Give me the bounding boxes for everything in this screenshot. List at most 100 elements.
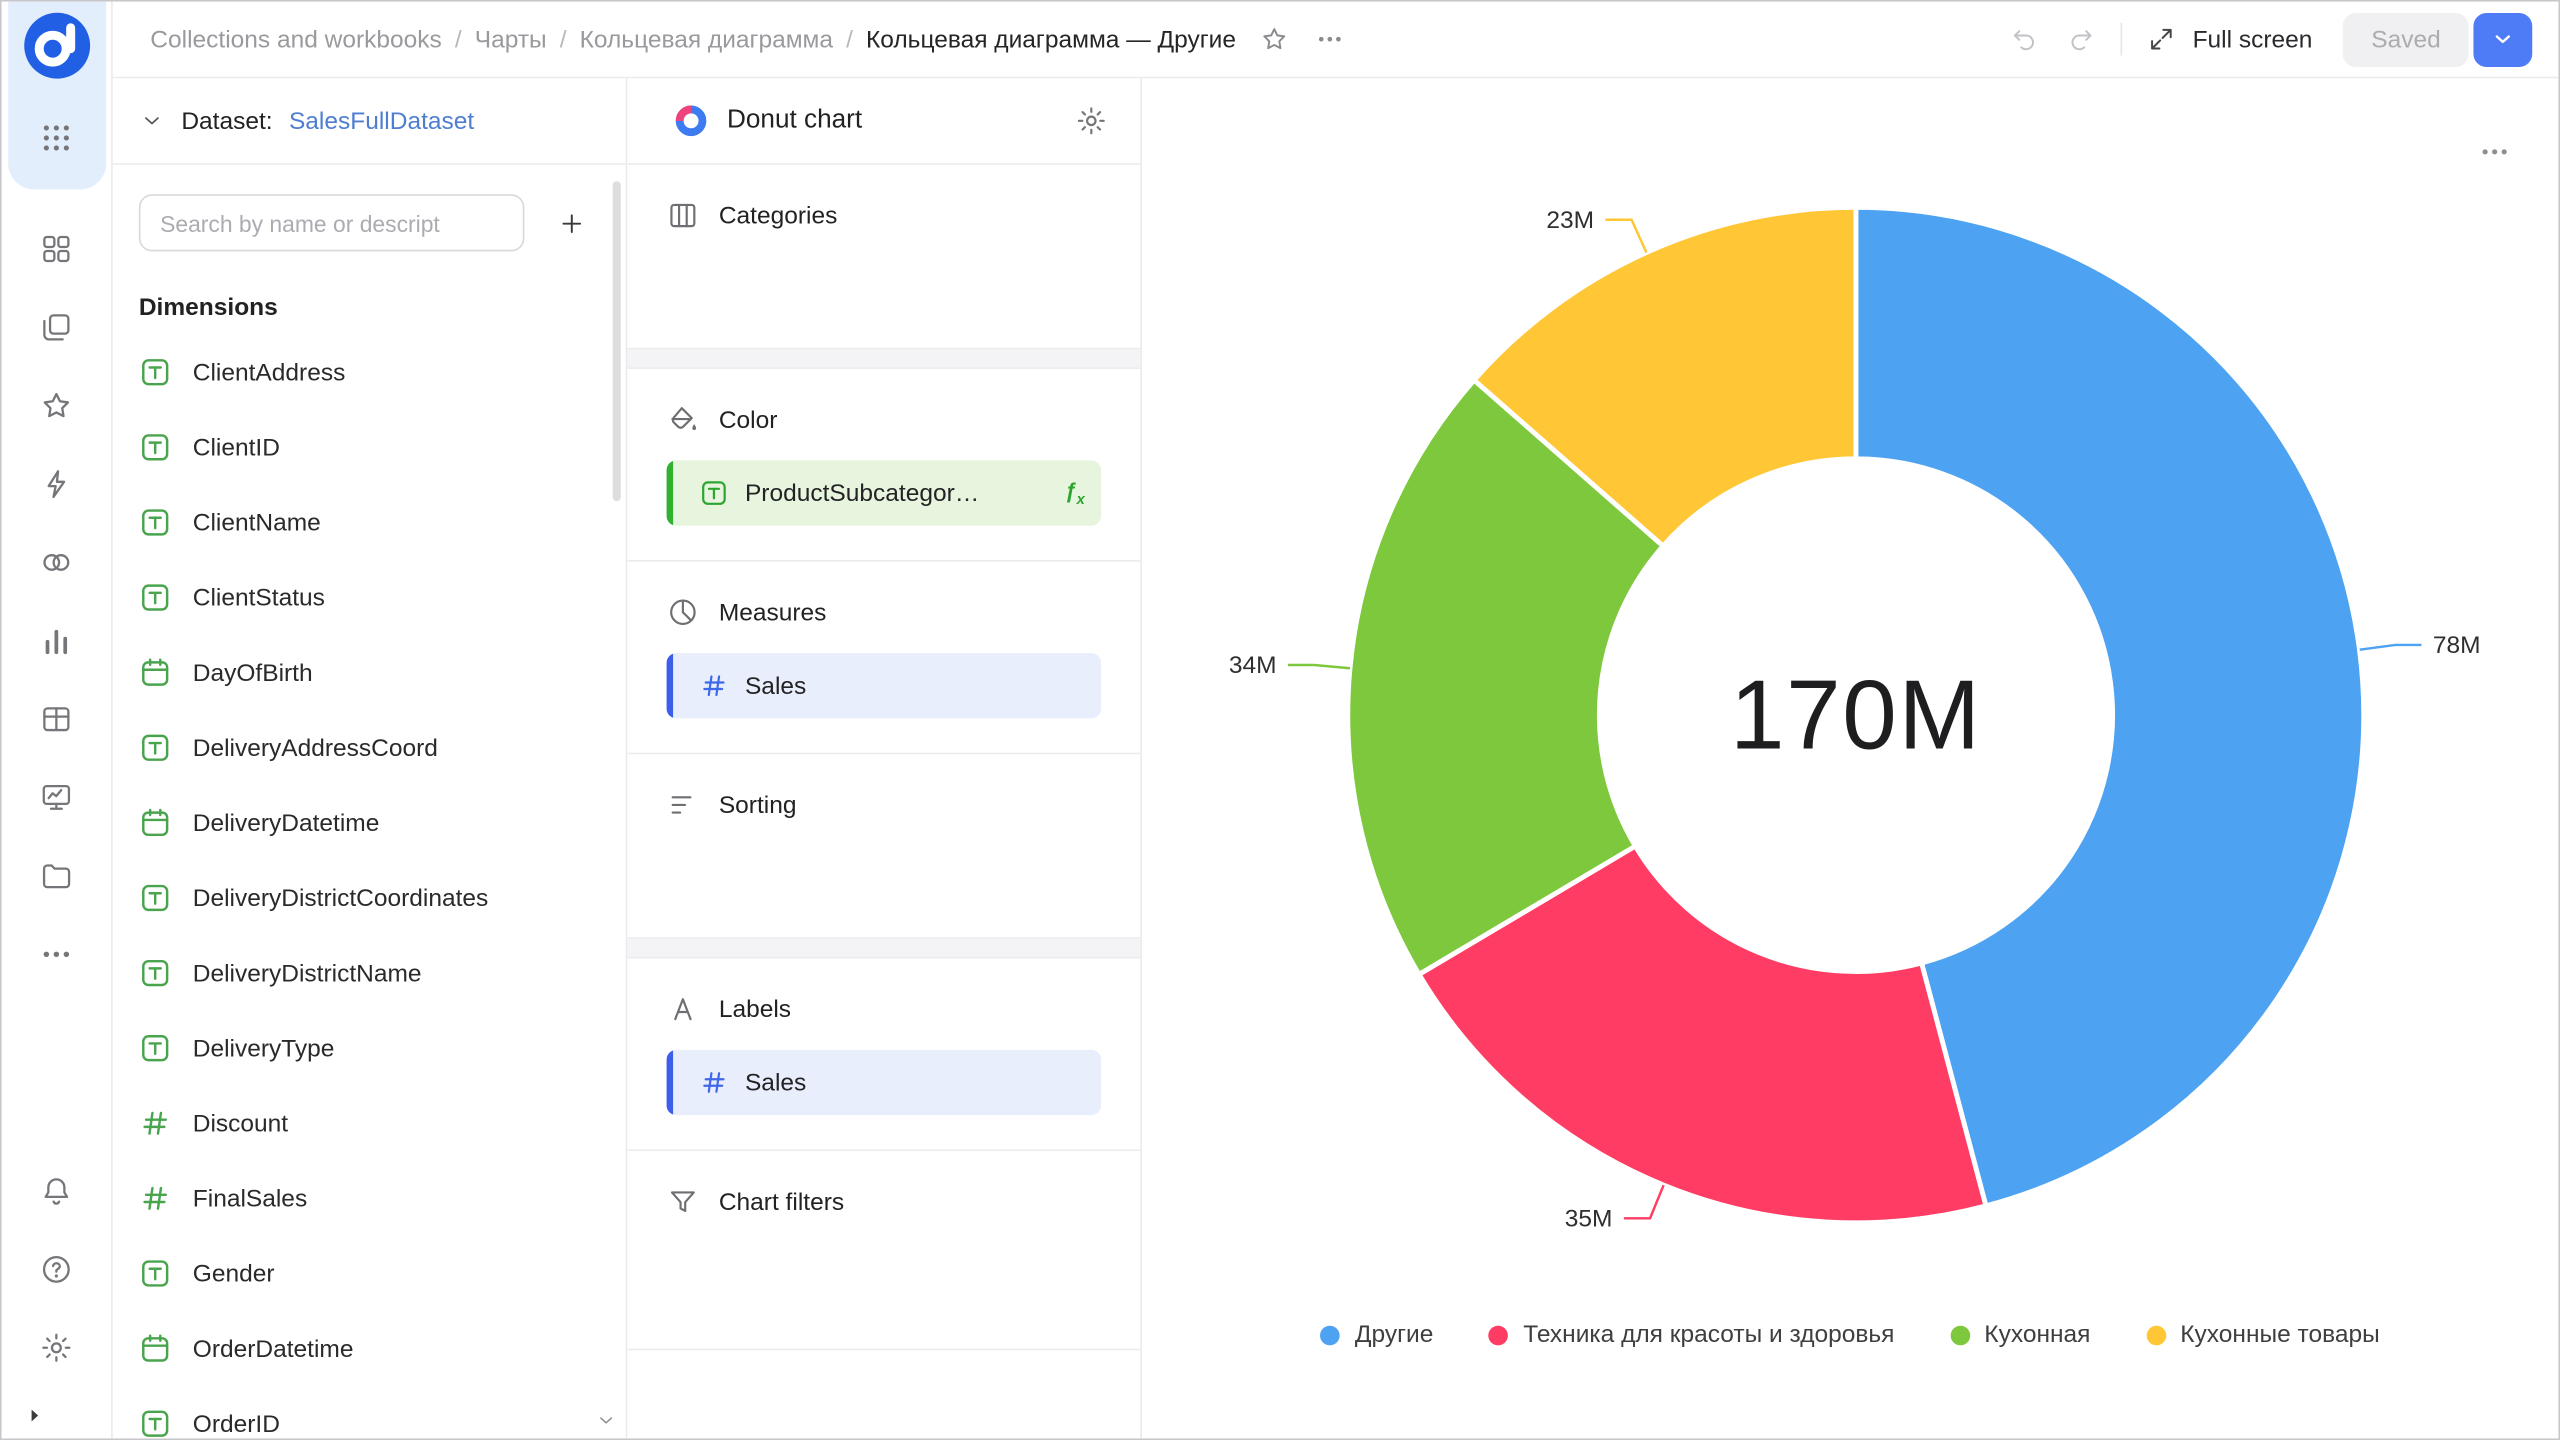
chart-area: 78M 35M 34M 23M 170M Другие Техника для крас… [1141, 78, 2559, 1439]
rail-connections-button[interactable] [20, 526, 92, 598]
field-item[interactable]: DeliveryType [139, 1011, 600, 1086]
full-screen-label: Full screen [2192, 25, 2313, 54]
field-item[interactable]: Gender [139, 1236, 600, 1311]
undo-button[interactable] [2006, 21, 2042, 57]
field-item[interactable]: DayOfBirth [139, 635, 600, 710]
section-categories[interactable]: Categories [627, 165, 1141, 350]
rail-help-button[interactable] [20, 1233, 92, 1305]
dataset-label: Dataset: [181, 106, 273, 135]
datalens-logo[interactable] [20, 10, 92, 82]
text-field-icon [139, 731, 172, 764]
legend-item[interactable]: Техника для красоты и здоровья [1488, 1321, 1894, 1349]
rail-dashboards-button[interactable] [20, 212, 92, 284]
chip-label: Sales [744, 671, 807, 700]
field-item[interactable]: DeliveryDatetime [139, 785, 600, 860]
donut-slice[interactable] [1345, 376, 1667, 978]
toolbar-divider [2120, 22, 2123, 56]
dataset-header: Dataset: SalesFullDataset [112, 78, 626, 165]
field-chip[interactable]: ProductSubcategor… ƒx [666, 460, 1102, 526]
redo-button[interactable] [2064, 21, 2100, 57]
legend-item[interactable]: Кухонная [1949, 1321, 2090, 1349]
rail-favorites-button[interactable] [20, 369, 92, 441]
rail-datasets-button[interactable] [20, 682, 92, 754]
field-item[interactable]: ClientID [139, 410, 600, 485]
field-search-input[interactable] [138, 194, 525, 252]
breadcrumb-link[interactable]: Кольцевая диаграмма [579, 25, 834, 54]
save-dropdown-button[interactable] [2473, 12, 2533, 67]
text-field-icon [139, 1257, 172, 1290]
text-field-icon [139, 957, 172, 990]
section-sorting[interactable]: Sorting [627, 754, 1141, 939]
field-name: ClientName [192, 508, 321, 537]
dataset-name-link[interactable]: SalesFullDataset [288, 106, 475, 135]
field-chip[interactable]: Sales [666, 1049, 1102, 1116]
legend-color-dot [1320, 1324, 1341, 1345]
breadcrumb-separator: / [846, 25, 853, 54]
donut-chart-type-icon[interactable] [673, 103, 709, 139]
field-item[interactable]: ClientAddress [139, 335, 600, 410]
legend-item[interactable]: Другие [1320, 1321, 1433, 1349]
filters-icon [667, 1185, 700, 1218]
full-screen-button[interactable]: Full screen [2144, 21, 2313, 57]
collapse-sidebar-button[interactable] [21, 1402, 47, 1428]
field-item[interactable]: DeliveryDistrictCoordinates [139, 860, 600, 935]
chart-settings-button[interactable] [1075, 104, 1108, 137]
breadcrumb-more-button[interactable] [1311, 21, 1347, 57]
field-item[interactable]: DeliveryAddressCoord [139, 710, 600, 785]
dimensions-list: ClientAddress ClientID ClientName ClientSta… [139, 335, 600, 1439]
section-label: Sorting [718, 791, 797, 819]
saved-button[interactable]: Saved [2343, 12, 2469, 67]
left-rail-bottom [20, 1151, 92, 1386]
section-color[interactable]: Color ProductSubcategor… ƒx [627, 369, 1141, 562]
donut-slice[interactable] [1415, 842, 1989, 1226]
section-labels[interactable]: Labels Sales [627, 958, 1141, 1152]
field-item[interactable]: OrderDatetime [139, 1311, 600, 1386]
dataset-body: Dimensions ClientAddress ClientID ClientNa… [113, 165, 626, 1439]
donut-slice[interactable] [1470, 204, 1859, 550]
slice-value-label: 23M [1546, 207, 1594, 234]
field-item[interactable]: FinalSales [139, 1161, 600, 1236]
rail-more-button[interactable] [20, 918, 92, 990]
favorite-star-icon[interactable] [1256, 21, 1292, 57]
text-field-icon [139, 506, 172, 539]
add-field-button[interactable] [544, 195, 600, 251]
breadcrumb-link[interactable]: Collections and workbooks [150, 25, 442, 54]
top-bar: Collections and workbooks / Чарты / Кольцева… [112, 1, 2559, 79]
field-item[interactable]: Discount [139, 1086, 600, 1161]
field-item[interactable]: ClientName [139, 485, 600, 560]
legend-item[interactable]: Кухонные товары [2145, 1321, 2380, 1349]
breadcrumb: Collections and workbooks / Чарты / Кольцева… [150, 25, 1236, 53]
field-name: ClientID [192, 433, 280, 462]
rail-settings-button[interactable] [20, 1311, 92, 1383]
field-name: DeliveryDistrictName [192, 959, 422, 987]
rail-functions-button[interactable] [20, 447, 92, 519]
left-rail [1, 1, 113, 1439]
rail-storage-button[interactable] [20, 839, 92, 911]
rail-collections-button[interactable] [20, 291, 92, 363]
slice-callout-line [1623, 1184, 1665, 1220]
section-header: Chart filters [667, 1185, 1102, 1218]
text-field-icon [139, 356, 172, 389]
donut-slice[interactable] [1853, 204, 2367, 1209]
apps-grid-button[interactable] [20, 101, 92, 173]
slice-value-label: 78M [2433, 632, 2481, 659]
field-item[interactable]: OrderID [139, 1386, 600, 1438]
section-chart-filters[interactable]: Chart filters [627, 1151, 1141, 1351]
rail-monitoring-button[interactable] [20, 761, 92, 833]
field-item[interactable]: DeliveryDistrictName [139, 936, 600, 1011]
field-item[interactable]: ClientStatus [139, 560, 600, 635]
section-measures[interactable]: Measures Sales [627, 562, 1141, 755]
field-name: DeliveryType [192, 1034, 335, 1063]
field-name: OrderID [192, 1409, 280, 1438]
number-field-icon [139, 1107, 172, 1140]
rail-notifications-button[interactable] [20, 1154, 92, 1226]
field-chip[interactable]: Sales [666, 653, 1102, 719]
breadcrumb-link[interactable]: Чарты [474, 25, 547, 54]
dataset-collapse-chevron[interactable] [139, 108, 165, 134]
chart-type-header: Donut chart [627, 78, 1141, 165]
chart-more-button[interactable] [2473, 131, 2515, 173]
field-name: DeliveryDatetime [192, 809, 380, 837]
field-name: FinalSales [192, 1184, 308, 1213]
rail-charts-button[interactable] [20, 604, 92, 676]
scrollbar-thumb[interactable] [612, 181, 621, 502]
